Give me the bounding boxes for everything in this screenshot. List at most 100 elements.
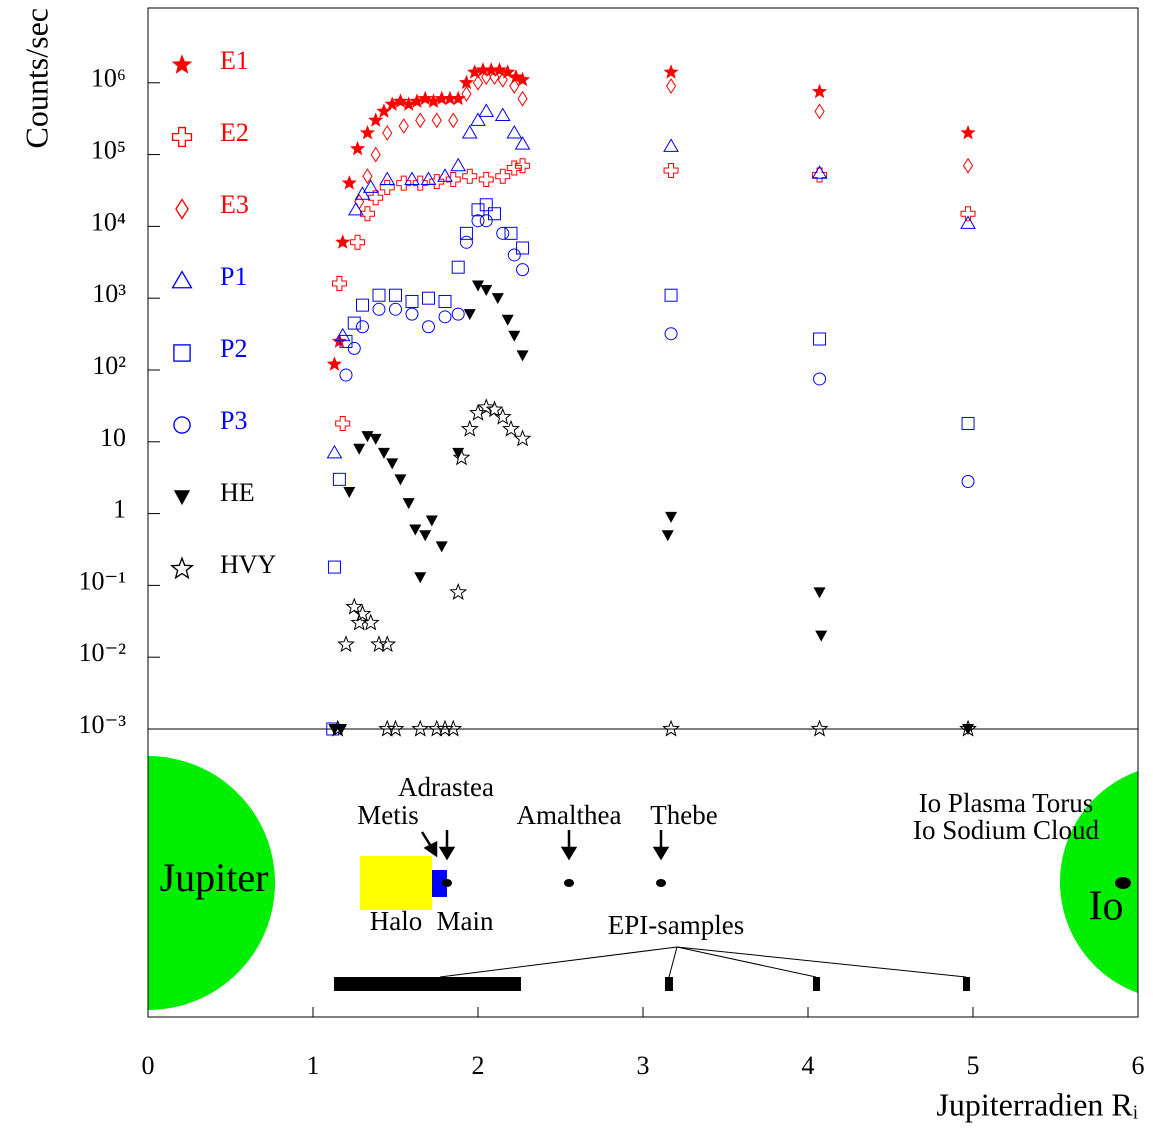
data-point — [370, 635, 388, 653]
data-point — [663, 64, 679, 79]
data-point — [502, 419, 520, 437]
data-point — [812, 167, 828, 183]
data-point — [394, 474, 407, 486]
data-point — [507, 248, 521, 262]
data-point — [349, 140, 366, 156]
legend-marker — [171, 54, 193, 74]
data-point — [471, 203, 485, 217]
moon — [656, 879, 666, 887]
x-tick-label: 5 — [967, 1051, 980, 1080]
data-point — [343, 486, 356, 498]
data-point — [463, 309, 476, 321]
data-point — [481, 69, 492, 86]
data-point — [384, 96, 400, 111]
data-point — [339, 334, 353, 348]
data-point — [335, 234, 351, 249]
legend-label: P3 — [220, 406, 247, 435]
data-point — [467, 64, 483, 79]
label: Adrastea — [398, 772, 494, 802]
data-point — [332, 472, 346, 486]
x-tick-label: 6 — [1132, 1051, 1145, 1080]
y-tick-label: 10⁻¹ — [78, 566, 126, 595]
data-point — [513, 429, 532, 447]
label: Metis — [357, 800, 419, 830]
io-moon — [1115, 877, 1131, 889]
data-point — [449, 582, 468, 600]
epi-samples — [334, 977, 970, 991]
data-point — [451, 307, 465, 321]
data-point — [356, 320, 369, 334]
data-point — [327, 560, 341, 574]
data-point — [438, 294, 452, 308]
data-point — [392, 93, 409, 108]
data-point — [475, 62, 491, 77]
data-point — [509, 78, 520, 94]
data-point — [960, 215, 976, 229]
label: Amalthea — [517, 800, 622, 830]
legend-marker — [175, 198, 189, 220]
data-point — [419, 530, 432, 542]
data-point — [472, 74, 484, 91]
x-tick-label: 1 — [307, 1051, 320, 1080]
frame — [147, 7, 1139, 1018]
data-point — [437, 168, 453, 182]
data-point — [811, 165, 828, 179]
label: Halo — [370, 906, 422, 936]
data-point — [471, 214, 485, 228]
data-point — [337, 635, 355, 653]
data-point — [506, 124, 523, 139]
data-point — [435, 541, 448, 553]
data-point — [335, 415, 351, 431]
data-point — [444, 719, 463, 737]
data-point — [412, 175, 428, 191]
moon — [442, 879, 452, 887]
lower-panel — [148, 756, 1138, 1010]
data-point — [401, 96, 417, 111]
data-point — [461, 124, 478, 139]
data-point — [665, 78, 677, 94]
data-point — [479, 198, 493, 212]
data-point — [389, 288, 402, 302]
data-point — [479, 214, 493, 228]
data-point — [368, 190, 384, 206]
data-point — [436, 719, 454, 737]
data-point — [961, 416, 975, 430]
data-point — [497, 71, 508, 88]
data-point — [396, 175, 412, 191]
label: Io — [1089, 884, 1124, 930]
data-point — [959, 719, 977, 737]
y-tick-label: 1 — [113, 495, 126, 524]
data-point — [347, 341, 361, 355]
data-point — [417, 90, 433, 106]
main-ring — [432, 870, 447, 897]
data-point — [369, 433, 382, 445]
data-point — [362, 168, 373, 185]
data-point — [489, 69, 500, 86]
data-point — [372, 288, 386, 302]
data-point — [514, 71, 531, 87]
data-point — [501, 314, 514, 326]
data-point — [339, 368, 353, 382]
data-point — [350, 234, 366, 250]
y-tick-label: 10 — [100, 423, 126, 452]
data-point — [362, 179, 379, 193]
legend-label: HE — [220, 478, 255, 507]
data-point — [372, 302, 386, 316]
data-point — [664, 288, 678, 302]
data-point — [813, 372, 827, 386]
data-point — [664, 327, 678, 341]
data-point — [451, 260, 465, 274]
data-point — [810, 719, 829, 737]
data-point — [813, 332, 827, 346]
data-point — [353, 604, 372, 622]
data-point — [515, 158, 531, 174]
data-point — [422, 291, 435, 305]
data-point — [495, 168, 511, 184]
data-point — [422, 320, 435, 334]
label: Main — [437, 906, 494, 936]
data-point — [345, 597, 364, 615]
data-point — [379, 171, 396, 185]
y-tick-label: 10⁵ — [91, 136, 126, 165]
data-point — [442, 90, 458, 106]
